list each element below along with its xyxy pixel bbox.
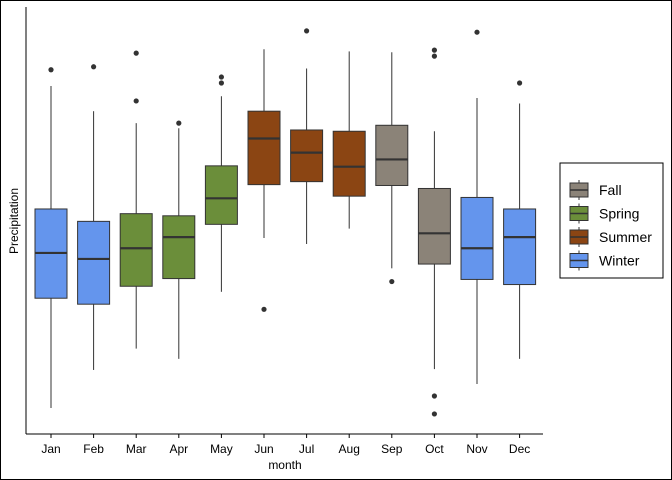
iqr-box <box>204 165 238 225</box>
plot-layer <box>34 28 537 417</box>
iqr-box <box>247 110 281 186</box>
legend-item-winter: Winter <box>569 250 640 271</box>
outlier-point <box>474 29 480 35</box>
iqr-box <box>460 196 494 280</box>
iqr-box <box>503 208 537 286</box>
legend-label: Winter <box>599 253 640 269</box>
box-nov <box>460 29 494 385</box>
iqr-box <box>417 187 451 265</box>
box-jun <box>247 49 281 312</box>
outlier-point <box>218 74 224 80</box>
outlier-point <box>261 306 267 312</box>
legend-item-fall: Fall <box>569 180 622 200</box>
outlier-point <box>304 28 310 34</box>
box-mar <box>119 50 153 349</box>
iqr-box <box>332 130 366 197</box>
outlier-point <box>431 393 437 399</box>
x-tick-label: Mar <box>126 442 147 456</box>
box-apr <box>162 120 196 359</box>
iqr-box <box>162 215 196 280</box>
x-tick-label: Aug <box>339 442 360 456</box>
outlier-point <box>431 47 437 53</box>
legend-label: Summer <box>599 229 652 245</box>
y-axis-title: Precipitation <box>7 188 21 254</box>
x-tick-label: Jul <box>299 442 314 456</box>
box-dec <box>503 80 537 359</box>
legend-item-spring: Spring <box>569 203 639 224</box>
box-jul <box>290 28 324 244</box>
outlier-point <box>218 80 224 86</box>
outlier-point <box>431 53 437 59</box>
outlier-point <box>176 120 182 126</box>
x-axis-title: month <box>268 458 301 472</box>
x-tick-label: Jun <box>254 442 273 456</box>
outlier-point <box>389 278 395 285</box>
legend-label: Fall <box>599 182 622 198</box>
x-tick-label: Dec <box>509 442 530 456</box>
legend-item-summer: Summer <box>569 227 652 247</box>
iqr-box <box>290 129 324 183</box>
x-tick-label: Oct <box>425 442 444 456</box>
outlier-point <box>133 98 139 104</box>
x-tick-label: Feb <box>83 442 104 456</box>
x-axis-ticks: Jan Feb Mar Apr May Jun Jul Aug Sep Oct Nov Dec <box>41 434 530 456</box>
box-may <box>204 74 238 292</box>
outlier-point <box>431 411 437 417</box>
box-jan <box>34 67 68 408</box>
x-tick-label: May <box>210 442 233 456</box>
iqr-box <box>119 213 153 287</box>
outlier-point <box>91 64 97 70</box>
box-feb <box>77 64 111 370</box>
x-tick-label: Jan <box>41 442 60 456</box>
outlier-point <box>517 80 523 86</box>
x-tick-label: Nov <box>466 442 487 456</box>
box-oct <box>417 47 451 417</box>
legend: Fall Spring Summer Winter <box>559 162 664 279</box>
box-aug <box>332 51 366 229</box>
legend-label: Spring <box>599 206 639 222</box>
x-tick-label: Sep <box>381 442 403 456</box>
iqr-box <box>375 124 409 186</box>
iqr-box <box>77 220 111 305</box>
outlier-point <box>48 67 54 73</box>
x-tick-label: Apr <box>169 442 188 456</box>
outlier-point <box>133 50 139 56</box>
box-sep <box>375 52 409 285</box>
